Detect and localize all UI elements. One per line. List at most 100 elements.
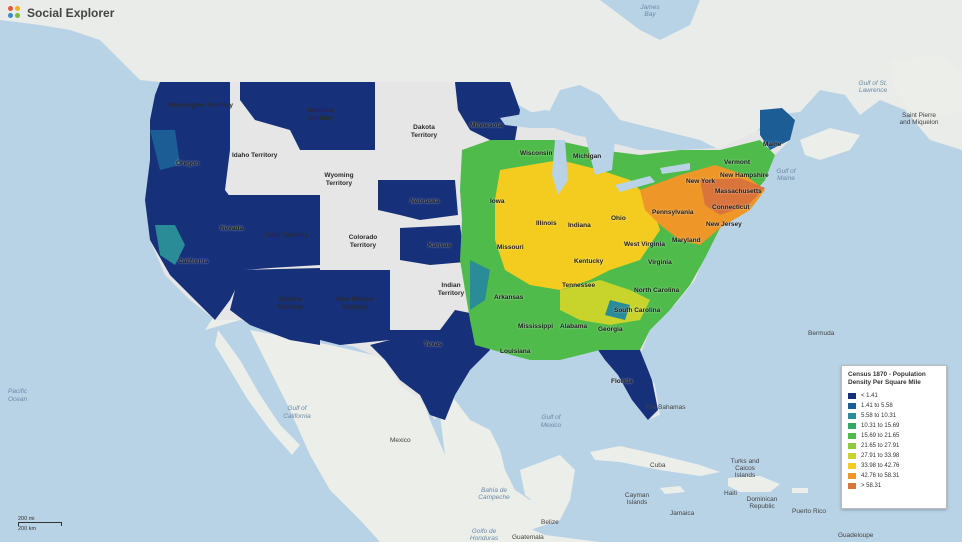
legend-label: > 58.31	[861, 483, 882, 489]
label-texas: Texas	[424, 341, 442, 348]
land-nova-scotia	[800, 128, 860, 160]
label-pacific-ocean: Pacific Ocean	[8, 388, 28, 403]
label-the-bahamas: The Bahamas	[645, 404, 686, 411]
legend-label: 42.76 to 58.31	[861, 473, 900, 479]
lake-superior	[500, 110, 580, 128]
region-south-yellowgreen	[560, 280, 650, 325]
label-puerto-rico: Puerto Rico	[792, 508, 826, 515]
label-iowa: Iowa	[490, 198, 505, 205]
legend-swatch	[848, 413, 856, 419]
label-turks-caicos: Turks and Caicos Islands	[730, 458, 760, 479]
legend-swatch	[848, 473, 856, 479]
label-golfo-honduras: Golfo de Honduras	[469, 528, 499, 542]
label-saint-pierre: Saint Pierre and Miquelon	[899, 112, 939, 126]
legend-list: < 1.41 1.41 to 5.58 5.58 to 10.31 10.31 to …	[842, 391, 946, 491]
legend-item: 15.69 to 21.65	[848, 431, 940, 441]
lake-erie	[615, 176, 655, 192]
label-james-bay: James Bay	[640, 4, 660, 18]
scale-line	[18, 522, 62, 526]
region-nevada-utah	[195, 195, 320, 270]
label-maryland: Maryland	[672, 237, 701, 244]
label-dominican: Dominican Republic	[746, 496, 778, 510]
land-puerto-rico	[792, 488, 808, 493]
label-belize: Belize	[541, 519, 559, 526]
legend-label: < 1.41	[861, 393, 878, 399]
legend-swatch	[848, 463, 856, 469]
label-idaho: Idaho Territory	[232, 152, 278, 159]
label-alabama: Alabama	[560, 323, 588, 330]
label-california: California	[178, 258, 208, 265]
label-wisconsin: Wisconsin	[520, 150, 553, 157]
region-nebraska	[378, 180, 458, 220]
label-nevada: Nevada	[220, 225, 244, 232]
region-new-mexico	[320, 270, 390, 345]
label-new-jersey: New Jersey	[706, 221, 742, 228]
label-missouri: Missouri	[497, 244, 524, 251]
label-louisiana: Louisiana	[500, 348, 531, 355]
label-west-virginia: West Virginia	[624, 241, 665, 248]
region-arizona	[230, 268, 320, 345]
legend-item: 5.58 to 10.31	[848, 411, 940, 421]
label-gulf-st-lawrence: Gulf of St. Lawrence	[858, 80, 888, 94]
label-arkansas: Arkansas	[494, 294, 524, 301]
land-mexico	[205, 310, 570, 530]
legend-item: 33.98 to 42.76	[848, 461, 940, 471]
region-florida	[598, 350, 658, 420]
label-maine: Maine	[763, 141, 782, 148]
label-michigan: Michigan	[573, 153, 602, 160]
legend-swatch	[848, 453, 856, 459]
land-canada	[0, 0, 962, 150]
label-gulf-california: Gulf of California	[283, 405, 311, 420]
region-kansas	[400, 225, 465, 265]
legend-label: 15.69 to 21.65	[861, 433, 900, 439]
legend-item: < 1.41	[848, 391, 940, 401]
region-northeast-dark-orange	[700, 178, 765, 215]
lake-huron	[585, 135, 615, 175]
scale-bar: 200 mi 200 km	[18, 516, 62, 532]
land-newfoundland	[890, 55, 962, 118]
label-mississippi: Mississippi	[518, 323, 554, 330]
legend-label: 27.91 to 33.98	[861, 453, 900, 459]
land-mexico-main	[250, 330, 600, 542]
brand-logo[interactable]: Social Explorer	[8, 6, 114, 20]
label-montana: Montana Territory	[307, 107, 334, 122]
label-cayman: Cayman Islands	[624, 492, 650, 506]
label-oregon: Oregon	[176, 160, 200, 167]
label-guadeloupe: Guadeloupe	[838, 532, 874, 539]
region-minnesota	[455, 82, 520, 140]
region-texas	[370, 310, 490, 420]
region-maine	[760, 108, 795, 150]
scale-mi: 200 mi	[18, 516, 35, 522]
legend-item: 27.91 to 33.98	[848, 451, 940, 461]
land-hispaniola	[728, 476, 780, 492]
scale-km: 200 km	[18, 526, 37, 532]
legend-swatch	[848, 423, 856, 429]
label-massachusetts: Massachusetts	[715, 188, 762, 195]
legend-item: 10.31 to 15.69	[848, 421, 940, 431]
legend-label: 33.98 to 42.76	[861, 463, 900, 469]
region-east-yellow	[495, 160, 660, 290]
label-mexico: Mexico	[390, 437, 411, 444]
label-gulf-maine: Gulf of Maine	[776, 168, 796, 182]
label-haiti: Haiti	[724, 490, 738, 497]
label-pennsylvania: Pennsylvania	[652, 209, 694, 216]
label-guatemala: Guatemala	[512, 534, 544, 541]
label-cuba: Cuba	[650, 462, 666, 469]
legend-swatch	[848, 443, 856, 449]
legend-swatch	[848, 393, 856, 399]
label-utah: Utah Territory	[266, 232, 309, 239]
label-vermont: Vermont	[724, 159, 751, 166]
legend-swatch	[848, 433, 856, 439]
lake-ontario	[660, 163, 690, 174]
legend-swatch	[848, 403, 856, 409]
legend-item: 1.41 to 5.58	[848, 401, 940, 411]
land-baja	[215, 330, 300, 455]
label-indian: Indian Territory	[437, 282, 465, 297]
label-kentucky: Kentucky	[574, 258, 604, 265]
label-indiana: Indiana	[568, 222, 591, 229]
label-illinois: Illinois	[536, 220, 557, 227]
region-montana	[240, 82, 375, 150]
label-minnesota: Minnesota	[470, 122, 503, 129]
legend-item: 21.65 to 27.91	[848, 441, 940, 451]
